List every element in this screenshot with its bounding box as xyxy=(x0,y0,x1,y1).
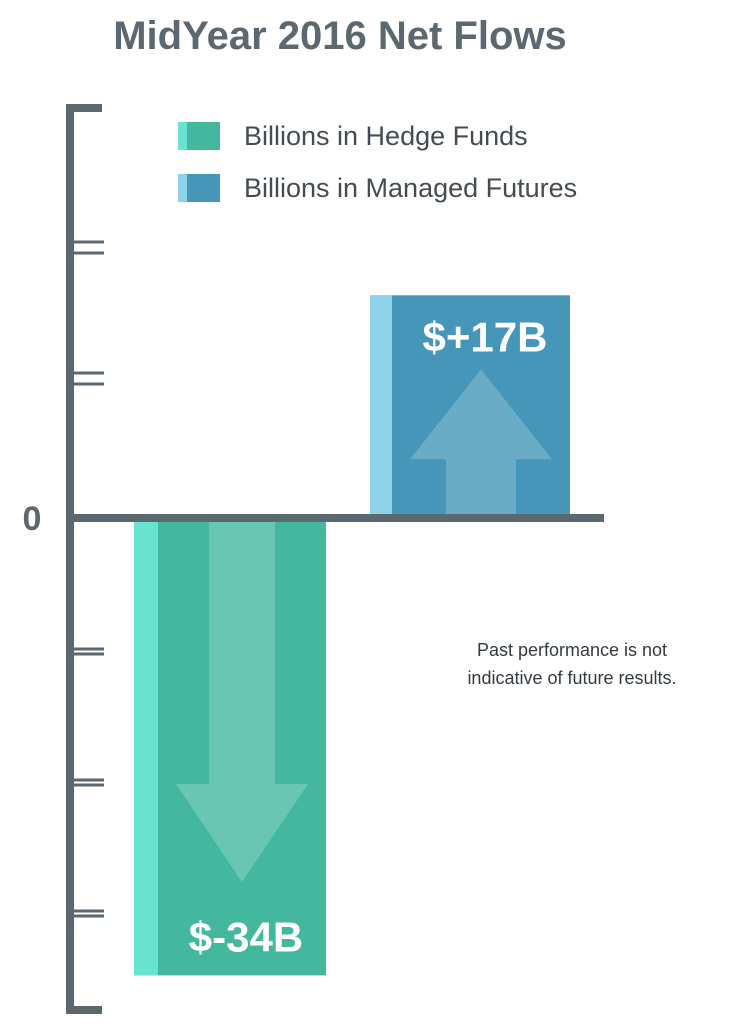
arrow-up-icon xyxy=(410,369,552,514)
y-axis: 0 xyxy=(23,104,604,1014)
legend-label: Billions in Managed Futures xyxy=(244,173,577,203)
disclaimer-note: Past performance is not indicative of fu… xyxy=(414,636,730,692)
bars: $-34B $+17B xyxy=(134,295,570,976)
legend-label: Billions in Hedge Funds xyxy=(244,121,528,151)
bar-value-label: $+17B xyxy=(423,313,548,360)
bar xyxy=(134,522,326,976)
legend-swatch-edge xyxy=(178,174,187,202)
disclaimer-line-2: indicative of future results. xyxy=(467,668,677,688)
arrow-down-icon xyxy=(176,522,308,882)
legend: Billions in Hedge Funds Billions in Manag… xyxy=(178,121,577,203)
bar-value-label: $-34B xyxy=(189,913,303,960)
chart-title: MidYear 2016 Net Flows xyxy=(113,14,567,58)
disclaimer-line-1: Past performance is not xyxy=(476,640,668,660)
bar-edge-highlight xyxy=(134,522,158,976)
zero-label: 0 xyxy=(23,500,42,538)
bar-edge-highlight xyxy=(370,295,392,514)
bar xyxy=(370,295,570,514)
legend-swatch-edge xyxy=(178,122,187,150)
